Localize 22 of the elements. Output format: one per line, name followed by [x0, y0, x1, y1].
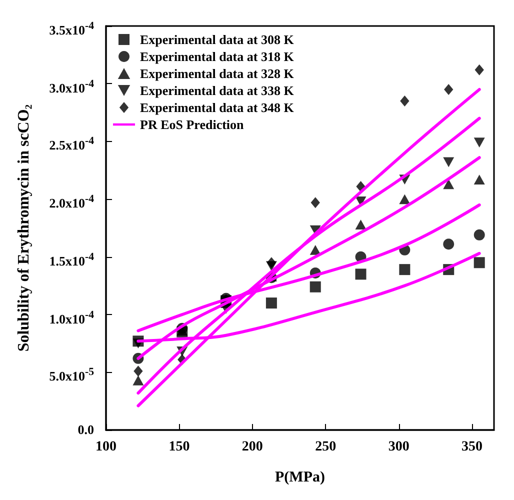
x-tick-label: 300	[388, 440, 410, 454]
x-tick-label: 250	[315, 440, 336, 454]
x-tick-label: 150	[168, 440, 190, 454]
x-axis-title: P(MPa)	[275, 470, 325, 486]
y-tick-label: 1.5x10$^{-4}$	[49, 250, 94, 270]
y-tick-label: 5.0x10$^{-5}$	[49, 365, 94, 386]
legend-label: Experimental data at 318 K	[140, 49, 295, 64]
y-tick-label: 2.0x10$^{-4}$	[49, 192, 94, 212]
y-axis-title: Solubility of Erythromycin in scCO₂	[16, 104, 32, 352]
x-tick-label: 200	[242, 440, 263, 454]
y-tick-label: 3.5x10$^{-4}$	[49, 19, 94, 40]
x-tick-label: 350	[462, 440, 483, 454]
y-tick-label: 2.5x10$^{-4}$	[49, 134, 94, 155]
y-tick-label: 1.0x10$^{-4}$	[49, 308, 94, 328]
legend-label: Experimental data at 328 K	[140, 66, 295, 81]
legend-label: Experimental data at 308 K	[140, 32, 295, 47]
y-tick-label: 3.0x10$^{-4}$	[49, 76, 94, 98]
legend-label: PR EoS Prediction	[140, 117, 245, 132]
legend-label: Experimental data at 348 K	[140, 100, 295, 115]
y-tick-label: 0.0	[78, 421, 94, 439]
x-tick-label: 100	[96, 440, 116, 454]
legend-label: Experimental data at 338 K	[140, 83, 295, 98]
